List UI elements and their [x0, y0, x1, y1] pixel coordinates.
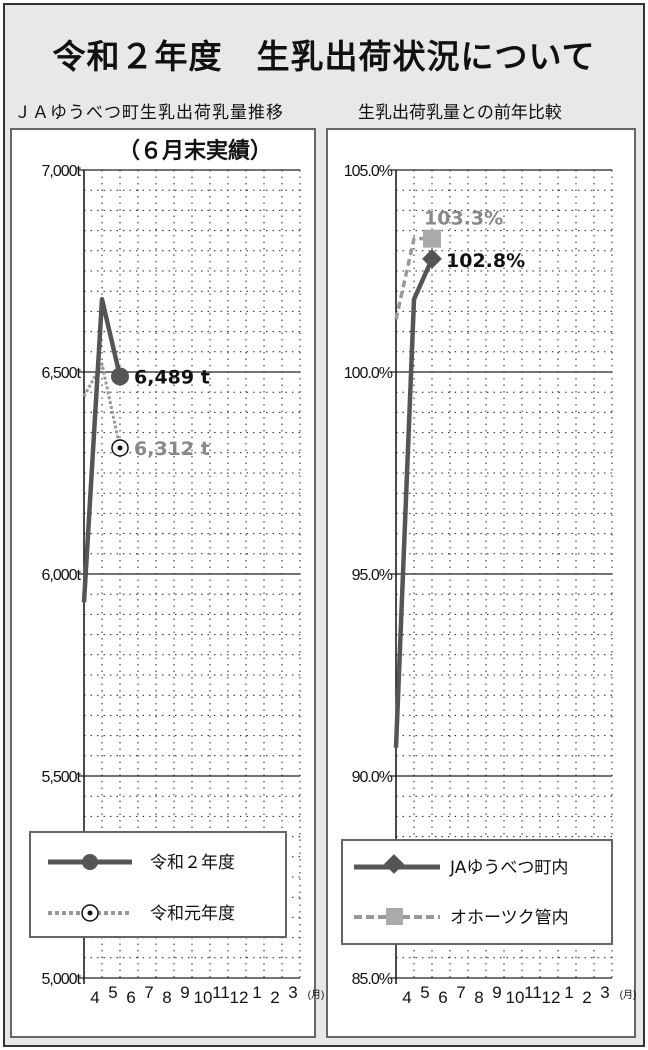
page-title: 令和２年度 生乳出荷状況について: [52, 37, 596, 76]
x-tick-label: 4: [402, 988, 411, 1007]
legend-prior-marker-center: [87, 910, 93, 916]
x-tick-label: 10: [506, 988, 525, 1007]
y-tick-label: 105.0%: [344, 163, 393, 180]
right-legend-box: [341, 839, 613, 945]
x-tick-label: 9: [492, 983, 501, 1002]
prior-year-line: [82, 362, 122, 449]
x-tick-label: 7: [144, 983, 153, 1002]
x-tick-label: 1: [564, 983, 573, 1002]
prior-end-marker-center: [117, 445, 123, 451]
x-tick-label: 1: [252, 983, 261, 1002]
y-tick-label: 6,500t: [42, 365, 82, 382]
right-chart-grid: 85.0%90.0%95.0%100.0%105.0%4 5 6 7 8 9 10 11 12 1…: [344, 163, 637, 1007]
y-tick-label: 100.0%: [344, 365, 393, 382]
y-tick-label: 6,000t: [42, 567, 82, 584]
ja-end-marker: [422, 248, 442, 269]
right-chart-series: [393, 229, 442, 748]
ja-end-label: 102.8%: [446, 250, 525, 272]
x-tick-label: 8: [162, 988, 171, 1007]
y-tick-label: 95.0%: [352, 567, 393, 584]
x-unit-label: (月): [308, 989, 325, 1001]
legend-prior-label: 令和元年度: [150, 904, 235, 924]
x-tick-label: 2: [270, 988, 279, 1007]
legend-okhotsk-square-icon: [386, 908, 403, 925]
x-tick-label: 12: [542, 988, 561, 1007]
y-tick-label: 7,000t: [42, 163, 82, 180]
x-tick-label: 2: [582, 988, 591, 1007]
left-chart-series: [81, 297, 129, 603]
right-chart-subtitle: 生乳出荷乳量との前年比較: [358, 103, 562, 123]
y-tick-label: 90.0%: [352, 769, 393, 786]
x-tick-label: 8: [474, 988, 483, 1007]
left-legend: 令和２年度 令和元年度: [29, 831, 287, 938]
x-tick-label: 9: [180, 983, 189, 1002]
current-end-marker: [111, 367, 129, 386]
legend-ja-diamond-icon: [384, 854, 404, 874]
x-unit-label: (月): [620, 989, 637, 1001]
x-tick-label: 5: [108, 983, 117, 1002]
x-tick-label: 7: [456, 983, 465, 1002]
x-tick-label: 3: [600, 983, 609, 1002]
legend-ja-label: JAゆうべつ町内: [449, 858, 568, 878]
right-legend: JAゆうべつ町内 オホーツク管内: [341, 839, 613, 945]
x-tick-label: 4: [90, 988, 99, 1007]
y-tick-label: 5,500t: [42, 769, 82, 786]
x-tick-label: 6: [126, 988, 135, 1007]
x-tick-label: 6: [438, 988, 447, 1007]
x-tick-label: 11: [524, 983, 542, 1002]
x-tick-label: 3: [288, 983, 297, 1002]
x-tick-label: 12: [230, 988, 249, 1007]
okhotsk-end-marker: [423, 229, 441, 248]
x-tick-label: 11: [212, 983, 230, 1002]
left-legend-box: [29, 831, 287, 938]
ja-line: [393, 257, 435, 748]
okhotsk-end-label: 103.3%: [424, 208, 503, 230]
x-tick-label: 5: [420, 983, 429, 1002]
legend-current-marker-icon: [82, 854, 98, 870]
y-tick-label: 85.0%: [352, 971, 393, 988]
legend-current-label: 令和２年度: [150, 853, 235, 873]
left-chart-subtitle: ＪＡゆうべつ町生乳出荷乳量推移: [14, 103, 284, 123]
prior-end-label: 6,312 t: [134, 438, 210, 460]
current-end-label: 6,489 t: [134, 366, 210, 388]
current-year-line: [81, 297, 123, 603]
y-tick-label: 5,000t: [42, 971, 82, 988]
legend-okhotsk-label: オホーツク管内: [450, 908, 569, 928]
x-tick-label: 10: [194, 988, 213, 1007]
period-label: （６月末実績）: [118, 138, 272, 164]
